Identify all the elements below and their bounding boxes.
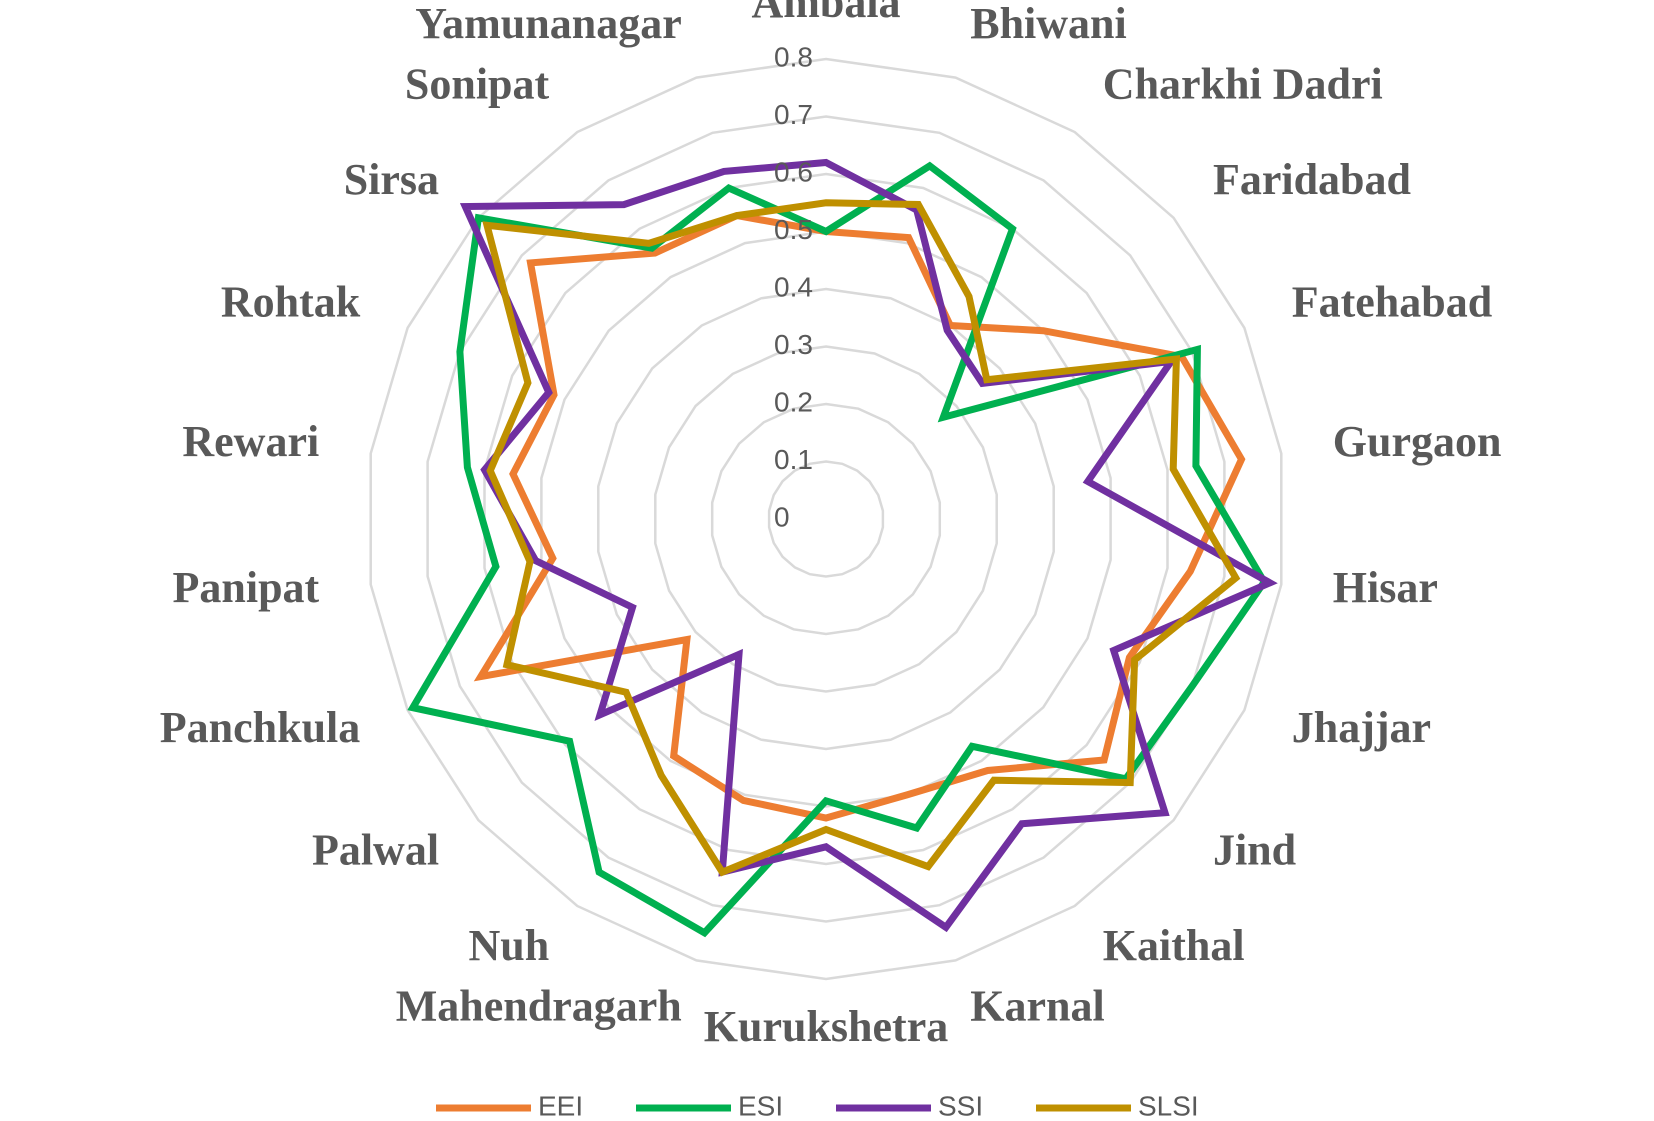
y-tick-label: 0.1 — [774, 444, 813, 475]
y-tick-label: 0.3 — [774, 329, 813, 360]
legend-label: ESI — [738, 1090, 783, 1121]
category-label: Kurukshetra — [704, 1002, 948, 1051]
series-line — [407, 161, 1269, 938]
series-line — [473, 211, 1246, 822]
category-label: Panipat — [173, 563, 320, 612]
grid-ring — [369, 57, 1283, 981]
grid-ring — [597, 287, 1055, 751]
category-label: Hisar — [1333, 563, 1438, 612]
grid-ring — [654, 345, 998, 693]
legend-label: SLSI — [1138, 1090, 1199, 1121]
category-label: Ambala — [751, 0, 900, 27]
category-label: Nuh — [468, 921, 549, 970]
y-tick-label: 0.6 — [774, 156, 813, 187]
grid-ring — [540, 230, 1112, 808]
category-label: Rohtak — [221, 277, 361, 326]
category-label: Gurgaon — [1333, 417, 1502, 466]
y-tick-label: 0.5 — [774, 214, 813, 245]
grid-ring — [426, 115, 1226, 923]
category-label: Palwal — [312, 825, 439, 874]
category-label: Karnal — [970, 981, 1104, 1030]
category-label: Kaithal — [1103, 921, 1245, 970]
category-label: Yamunanagar — [415, 0, 682, 48]
grid-ring — [767, 460, 885, 578]
y-tick-label: 0.2 — [774, 386, 813, 417]
category-label: Panchkula — [160, 703, 361, 752]
grid-ring — [710, 402, 942, 636]
category-label: Faridabad — [1213, 155, 1411, 204]
category-label: Charkhi Dadri — [1103, 59, 1383, 108]
y-tick-label: 0 — [774, 501, 790, 532]
legend-label: SSI — [938, 1090, 983, 1121]
category-label: Bhiwani — [970, 0, 1127, 48]
category-label: Mahendragarh — [396, 981, 682, 1030]
category-label: Sirsa — [344, 155, 439, 204]
category-label: Rewari — [182, 417, 319, 466]
y-tick-label: 0.4 — [774, 271, 813, 302]
category-label: Jhajjar — [1292, 703, 1431, 752]
category-label: Fatehabad — [1292, 277, 1492, 326]
y-tick-label: 0.7 — [774, 99, 813, 130]
series-line — [482, 199, 1241, 877]
category-label: Jind — [1213, 825, 1296, 874]
category-label: Sonipat — [405, 59, 550, 108]
y-tick-label: 0.8 — [774, 41, 813, 72]
legend-label: EEI — [538, 1090, 583, 1121]
